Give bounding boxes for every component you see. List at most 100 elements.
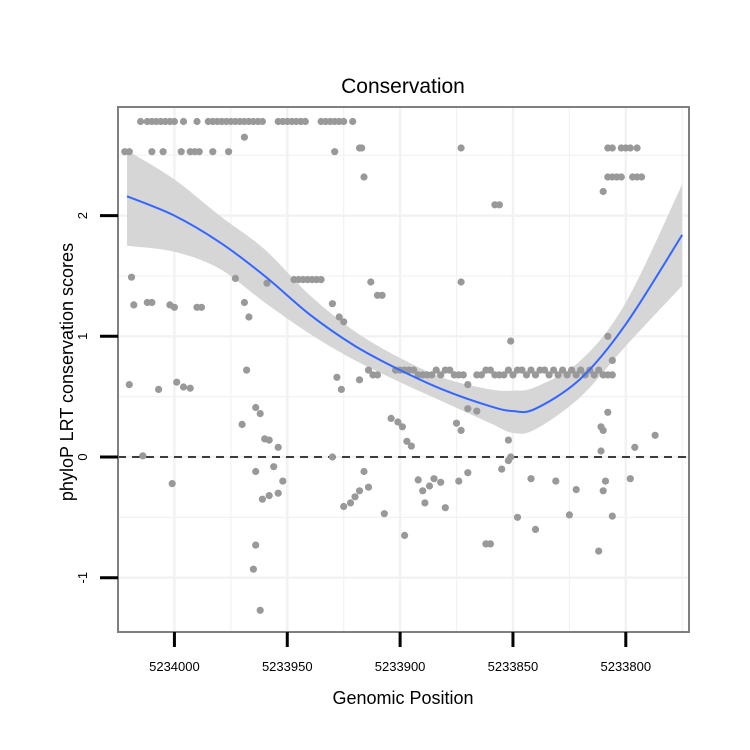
data-point	[360, 173, 368, 181]
data-point	[252, 403, 260, 412]
data-point	[432, 366, 440, 374]
data-point	[335, 313, 343, 321]
data-point	[477, 371, 485, 379]
x-axis-ticks: 5234000 5233950 5233900 5233850 5233800	[149, 632, 651, 674]
data-point	[504, 436, 512, 444]
data-point	[258, 117, 266, 126]
data-point	[437, 371, 445, 379]
data-point	[601, 477, 610, 485]
y-tick-label: -1	[75, 572, 90, 584]
data-point	[173, 378, 181, 386]
data-point	[279, 477, 287, 485]
data-point	[464, 469, 472, 477]
data-point	[193, 117, 201, 126]
data-point	[626, 475, 634, 483]
data-point	[403, 437, 411, 445]
data-point	[317, 276, 325, 284]
x-tick-label: 5234000	[149, 659, 200, 674]
data-point	[340, 318, 348, 326]
data-point	[243, 366, 251, 374]
data-point	[651, 431, 659, 439]
data-point	[258, 495, 266, 503]
data-point	[577, 366, 585, 374]
data-point	[249, 565, 257, 573]
data-point	[337, 385, 345, 393]
data-point	[394, 418, 402, 426]
data-point	[509, 371, 517, 379]
data-point	[452, 419, 461, 427]
data-point	[265, 436, 273, 444]
x-tick-label: 5233850	[488, 659, 539, 674]
data-point	[231, 274, 239, 282]
data-point	[545, 371, 553, 379]
data-point	[127, 273, 136, 281]
data-point	[441, 504, 449, 512]
y-axis-title: phyloP LRT conservation scores	[57, 243, 77, 501]
data-point	[355, 487, 364, 495]
data-point	[504, 366, 512, 374]
data-point	[340, 502, 348, 511]
data-point	[148, 148, 156, 156]
data-point	[430, 475, 438, 483]
data-point	[446, 366, 454, 374]
data-point	[633, 144, 641, 152]
data-point	[170, 117, 178, 126]
data-point	[541, 366, 549, 374]
data-point	[137, 117, 145, 126]
data-point	[331, 148, 339, 156]
data-point	[597, 447, 605, 455]
data-point	[457, 278, 465, 286]
data-point	[130, 301, 138, 309]
data-point	[572, 371, 580, 379]
data-point	[604, 332, 612, 340]
data-point	[209, 148, 217, 156]
data-point	[240, 133, 248, 141]
plot-border	[117, 106, 690, 633]
y-tick-label: 1	[75, 333, 90, 340]
data-point	[464, 405, 472, 413]
data-point	[349, 117, 357, 126]
data-point	[148, 298, 156, 307]
data-point	[179, 117, 188, 126]
data-point	[270, 463, 278, 471]
data-point	[256, 410, 264, 418]
data-point	[437, 478, 445, 486]
data-point	[256, 606, 264, 614]
data-point	[563, 371, 571, 379]
data-point	[245, 313, 253, 321]
data-point	[364, 366, 373, 374]
data-point	[425, 482, 434, 490]
data-point	[328, 453, 336, 461]
data-point	[559, 366, 567, 374]
data-point	[179, 383, 188, 391]
data-point	[531, 525, 540, 534]
data-point	[364, 483, 373, 491]
data-point	[373, 371, 382, 379]
data-point	[486, 540, 494, 548]
data-point	[159, 148, 167, 156]
data-point	[568, 366, 576, 374]
y-tick-label: 0	[75, 453, 90, 460]
data-point	[513, 513, 522, 521]
data-point	[565, 511, 574, 519]
data-point	[608, 371, 616, 379]
data-point	[550, 366, 558, 374]
data-point	[595, 547, 603, 555]
data-point	[604, 408, 612, 416]
data-point	[367, 278, 375, 286]
smooth-fit-line	[126, 195, 684, 414]
confidence-ribbon	[127, 150, 683, 434]
data-point	[595, 366, 603, 374]
data-point	[638, 173, 646, 181]
data-point	[155, 385, 163, 393]
data-point	[599, 487, 607, 495]
x-axis-title: Genomic Position	[332, 688, 473, 708]
data-point	[498, 465, 506, 473]
data-point	[414, 476, 422, 484]
data-point	[378, 291, 386, 299]
data-point	[572, 486, 580, 494]
data-point	[459, 371, 467, 379]
data-point	[590, 371, 598, 379]
chart-title: Conservation	[341, 75, 465, 98]
